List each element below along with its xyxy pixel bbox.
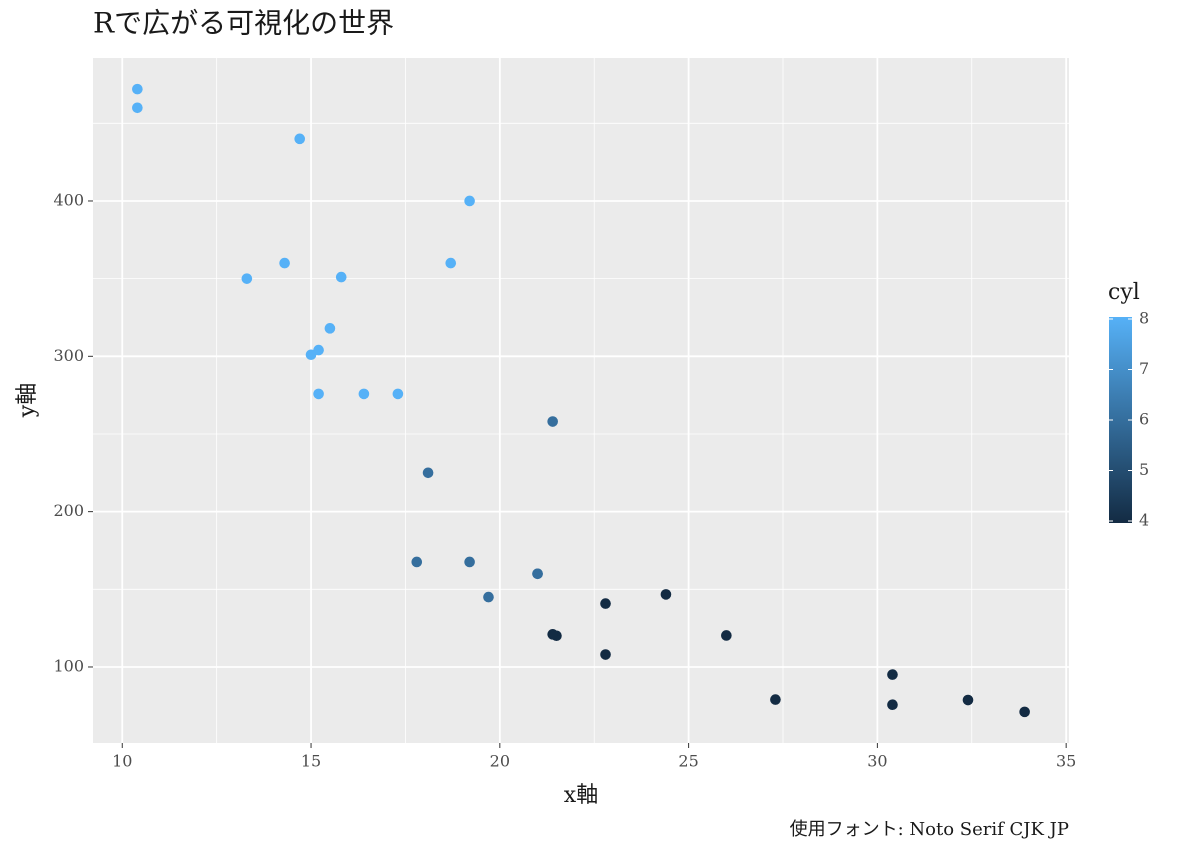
legend-title: cyl xyxy=(1108,280,1140,305)
point xyxy=(887,699,898,711)
y-tick-label: 400 xyxy=(53,190,84,209)
x-tick-label: 20 xyxy=(490,752,510,771)
y-axis-label: y軸 xyxy=(15,383,40,418)
point xyxy=(600,598,611,609)
point xyxy=(600,649,611,660)
point xyxy=(547,629,558,640)
point xyxy=(313,388,324,400)
y-tick-label: 100 xyxy=(53,656,84,675)
x-axis-label: x軸 xyxy=(564,783,598,808)
point xyxy=(324,323,336,334)
point xyxy=(1019,706,1030,718)
point xyxy=(721,630,732,641)
panel xyxy=(93,58,1069,743)
y-tick-label: 200 xyxy=(53,501,84,520)
point xyxy=(962,694,974,706)
point xyxy=(132,83,143,95)
point xyxy=(887,669,898,680)
chart-title: Rで広がる可視化の世界 xyxy=(93,7,394,40)
point xyxy=(660,589,672,600)
point xyxy=(241,273,253,284)
point xyxy=(483,591,494,603)
point xyxy=(422,467,434,479)
colorbar-label: 5 xyxy=(1139,460,1149,479)
point xyxy=(132,102,143,114)
point xyxy=(770,694,781,705)
point xyxy=(464,556,475,568)
point xyxy=(445,257,457,269)
x-tick-label: 30 xyxy=(867,752,887,771)
point xyxy=(392,388,404,400)
colorbar-label: 8 xyxy=(1139,309,1149,328)
point xyxy=(305,349,317,361)
point xyxy=(279,257,290,269)
y-tick-label: 300 xyxy=(53,346,84,365)
point xyxy=(335,271,347,283)
colorbar-label: 4 xyxy=(1139,511,1149,530)
x-tick-label: 25 xyxy=(678,752,698,771)
colorbar-label: 7 xyxy=(1139,359,1149,378)
point xyxy=(411,556,423,568)
x-tick-label: 10 xyxy=(112,752,132,771)
point xyxy=(294,133,306,145)
point xyxy=(547,416,558,427)
point xyxy=(358,388,370,400)
x-tick-label: 35 xyxy=(1056,752,1076,771)
colorbar-label: 6 xyxy=(1139,410,1149,429)
colorbar xyxy=(1109,317,1132,523)
point xyxy=(464,195,475,207)
caption: 使用フォント: Noto Serif CJK JP xyxy=(790,819,1069,840)
x-tick-label: 15 xyxy=(301,752,321,771)
point xyxy=(532,568,543,580)
